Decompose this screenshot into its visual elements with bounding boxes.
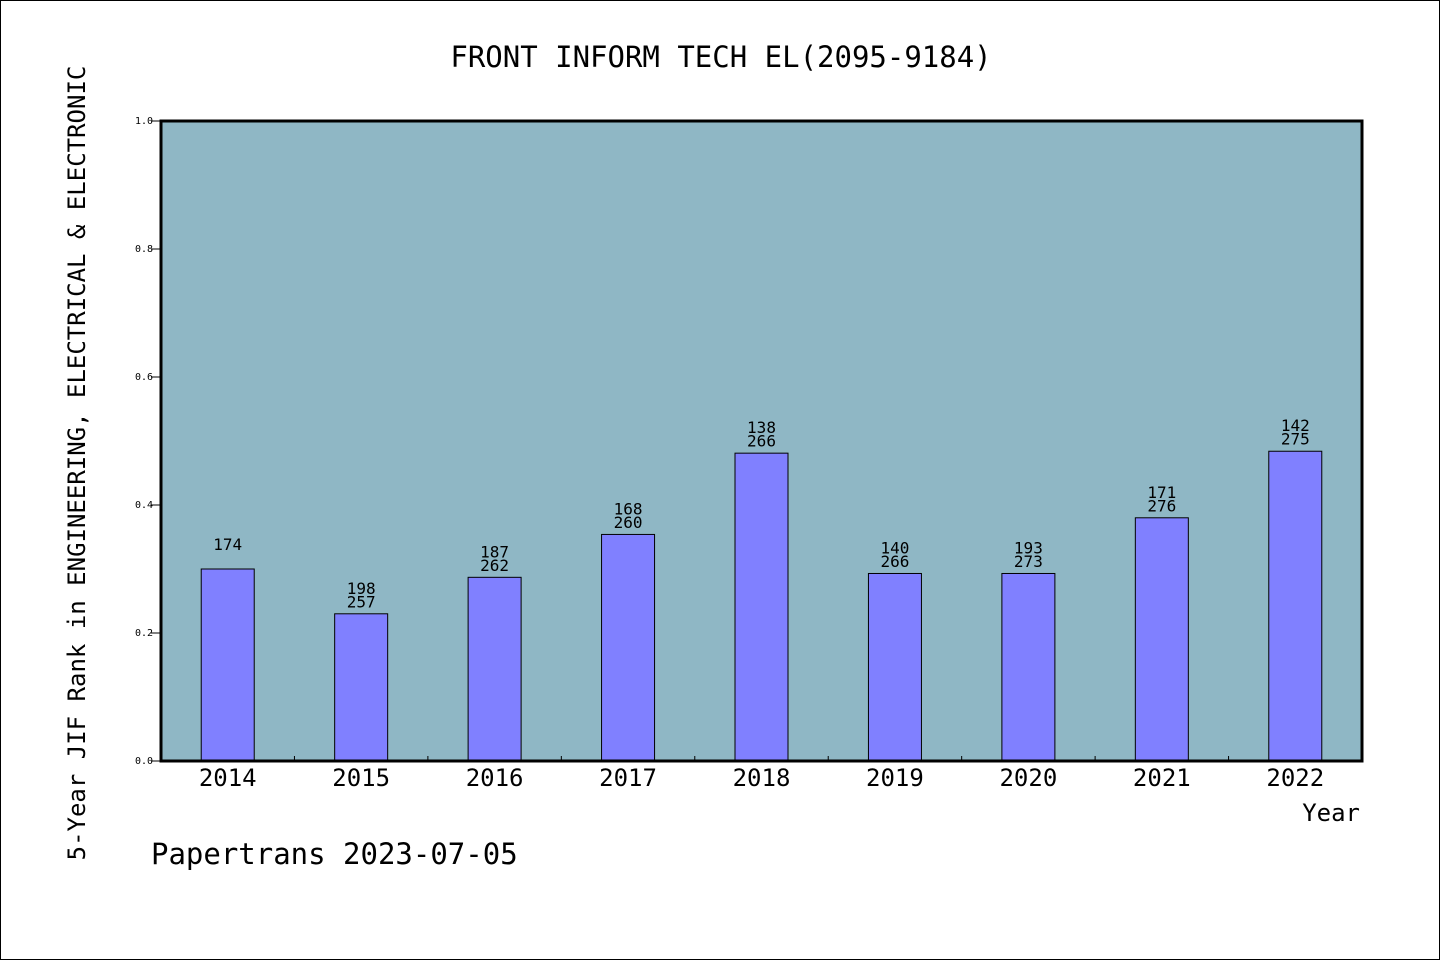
y-tick-label: 1.0 <box>135 116 153 127</box>
bar-data-label: 276 <box>1147 496 1176 515</box>
bar-2016 <box>467 576 522 762</box>
x-tick-label-2014: 2014 <box>199 764 257 792</box>
bar-data-label: 257 <box>347 592 376 611</box>
x-tick-label-2016: 2016 <box>466 764 524 792</box>
x-tick-label-2018: 2018 <box>733 764 791 792</box>
x-tick-label-2015: 2015 <box>332 764 390 792</box>
bar-data-label: 142 <box>1281 416 1310 435</box>
bar-data-label: 174 <box>213 535 242 554</box>
y-tick-label: 0.0 <box>135 756 153 767</box>
footer-credit: Papertrans 2023-07-05 <box>151 837 518 871</box>
bar-data-label: 140 <box>880 538 909 557</box>
bar-data-label: 168 <box>614 499 643 518</box>
y-tick-label: 0.4 <box>135 500 153 511</box>
x-tick-label-2017: 2017 <box>599 764 657 792</box>
bar-2017 <box>601 533 656 762</box>
bar-data-label: 262 <box>480 556 509 575</box>
x-axis-label: Year <box>1302 799 1360 827</box>
bar-data-label: 273 <box>1014 552 1043 571</box>
bar-2019 <box>867 572 922 762</box>
bar-data-label: 275 <box>1281 430 1310 449</box>
axis-ticks: 2014 2015 2016 2017 2018 2019 2020 2021 2022 0.0 0… <box>135 116 1324 792</box>
y-tick-label: 0.8 <box>135 244 153 255</box>
x-tick-label-2022: 2022 <box>1266 764 1324 792</box>
bar-data-label: 187 <box>480 542 509 561</box>
bar-data-label: 138 <box>747 418 776 437</box>
bar-data-label: 198 <box>347 579 376 598</box>
y-axis-label: 5-Year JIF Rank in ENGINEERING, ELECTRIC… <box>63 66 91 861</box>
bar-2015 <box>334 613 389 762</box>
x-tick-label-2021: 2021 <box>1133 764 1191 792</box>
bar-2022 <box>1268 450 1323 762</box>
x-tick-label-2020: 2020 <box>999 764 1057 792</box>
chart-title: FRONT INFORM TECH EL(2095-9184) <box>450 40 991 74</box>
bar-2020 <box>1001 572 1056 762</box>
bar-2021 <box>1134 517 1189 762</box>
bar-data-label: 266 <box>747 432 776 451</box>
bars-group: 1741982571872621682601382661402661932731… <box>200 416 1323 762</box>
bar-2018 <box>734 452 789 762</box>
bar-data-label: 171 <box>1147 483 1176 502</box>
bar-data-label: 193 <box>1014 538 1043 557</box>
bar-data-label: 260 <box>614 513 643 532</box>
plot-border <box>159 119 1364 763</box>
bar-data-label: 266 <box>880 552 909 571</box>
y-tick-label: 0.2 <box>135 628 153 639</box>
x-tick-label-2019: 2019 <box>866 764 924 792</box>
y-tick-label: 0.6 <box>135 372 153 383</box>
bar-2014 <box>200 568 255 762</box>
